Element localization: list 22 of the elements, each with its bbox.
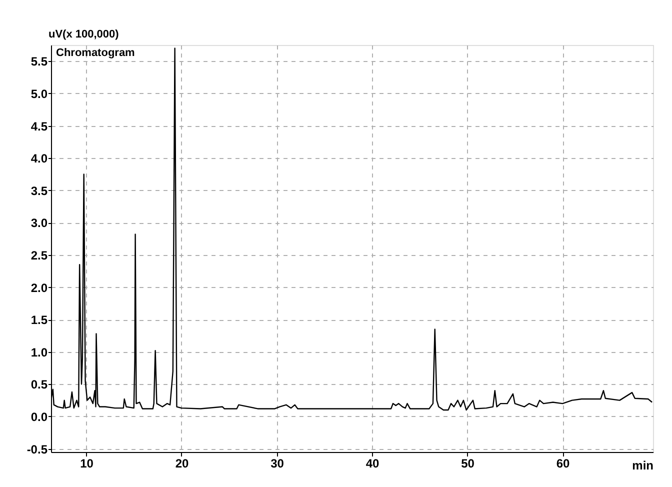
y-axis-title: uV(x 100,000) <box>48 28 120 40</box>
y-tick-label: -0.5 <box>26 442 48 456</box>
y-tick-label: 2.5 <box>30 248 48 262</box>
annotation: Chromatogram <box>56 47 136 59</box>
x-tick-label: 30 <box>270 456 284 470</box>
x-axis-title: min <box>632 458 654 472</box>
x-tick-label: 60 <box>556 456 570 470</box>
x-tick-label: 10 <box>80 456 94 470</box>
y-tick-label: 4.0 <box>30 152 48 166</box>
y-tick-label: 5.0 <box>30 86 48 101</box>
y-tick-label: 1.5 <box>30 313 48 328</box>
y-tick-label: 3.0 <box>30 216 48 230</box>
y-tick-label: 5.5 <box>30 54 48 69</box>
x-tick-label: 40 <box>366 456 380 470</box>
y-tick-label: 0.5 <box>30 378 48 392</box>
y-tick-label: 0.0 <box>30 410 48 424</box>
y-tick-label: 3.5 <box>30 184 48 198</box>
x-tick-label: 20 <box>175 456 189 470</box>
x-tick-label: 50 <box>461 456 475 470</box>
y-tick-label: 2.0 <box>30 280 48 295</box>
y-tick-label: 1.0 <box>30 345 48 360</box>
y-tick-label: 4.5 <box>30 119 48 134</box>
